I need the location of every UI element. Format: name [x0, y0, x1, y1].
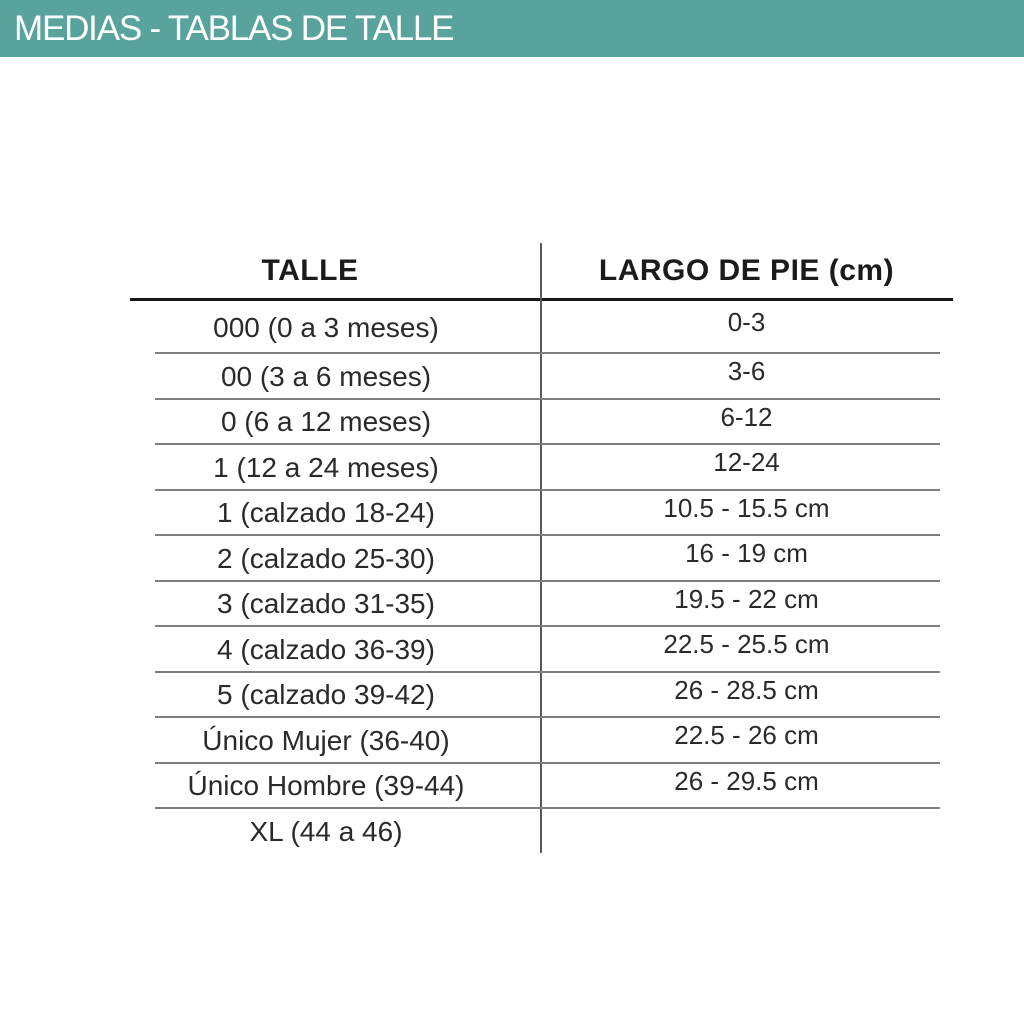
- length-cell: 10.5 - 15.5 cm: [663, 492, 830, 523]
- column-header-talle: TALLE: [261, 254, 359, 287]
- table-row: Único Hombre (39-44) 26 - 29.5 cm: [130, 764, 953, 809]
- row-divider: [155, 716, 940, 718]
- table-row: 1 (12 a 24 meses) 12-24: [130, 445, 953, 491]
- size-cell: 1 (calzado 18-24): [217, 497, 435, 529]
- table-rows: 000 (0 a 3 meses) 0-3 00 (3 a 6 meses) 3…: [130, 301, 953, 855]
- size-cell: 2 (calzado 25-30): [217, 542, 435, 574]
- table-row: 3 (calzado 31-35) 19.5 - 22 cm: [130, 582, 953, 627]
- row-divider: [155, 534, 940, 536]
- size-cell: 00 (3 a 6 meses): [220, 360, 432, 392]
- length-cell: 26 - 28.5 cm: [674, 674, 819, 705]
- length-cell: [540, 804, 953, 850]
- row-divider: [155, 352, 940, 354]
- table-row: 5 (calzado 39-42) 26 - 28.5 cm: [130, 673, 953, 718]
- length-cell: 22.5 - 26 cm: [674, 720, 819, 751]
- length-cell: 3-6: [727, 356, 766, 387]
- row-divider: [155, 625, 940, 627]
- page-title: MEDIAS - TABLAS DE TALLE: [14, 8, 455, 48]
- table-row: 0 (6 a 12 meses) 6-12: [130, 400, 953, 445]
- length-cell: 0-3: [727, 307, 766, 337]
- size-cell: Único Hombre (39-44): [187, 770, 465, 802]
- column-divider: [540, 243, 542, 853]
- table-row: 2 (calzado 25-30) 16 - 19 cm: [130, 536, 953, 582]
- size-cell: Único Mujer (36-40): [202, 724, 450, 756]
- row-divider: [155, 579, 940, 582]
- length-cell: 16 - 19 cm: [685, 538, 808, 569]
- length-cell: 26 - 29.5 cm: [674, 765, 819, 796]
- header-bar: MEDIAS - TABLAS DE TALLE: [0, 0, 1024, 57]
- row-divider: [155, 761, 940, 764]
- row-divider: [155, 397, 940, 400]
- size-cell: XL (44 a 46): [249, 815, 403, 847]
- size-cell: 0 (6 a 12 meses): [220, 406, 432, 438]
- table-row: Único Mujer (36-40) 22.5 - 26 cm: [130, 718, 953, 764]
- row-divider: [155, 488, 940, 491]
- size-cell: 000 (0 a 3 meses): [213, 311, 439, 343]
- size-cell: 3 (calzado 31-35): [217, 588, 435, 620]
- column-header-largo: LARGO DE PIE (cm): [598, 254, 895, 287]
- table-row: 1 (calzado 18-24) 10.5 - 15.5 cm: [130, 491, 953, 536]
- length-cell: 22.5 - 25.5 cm: [663, 629, 830, 660]
- table-row: 00 (3 a 6 meses) 3-6: [130, 354, 953, 400]
- row-divider: [155, 807, 940, 809]
- table-row: XL (44 a 46): [130, 809, 953, 855]
- table-row: 4 (calzado 36-39) 22.5 - 25.5 cm: [130, 627, 953, 673]
- row-divider: [155, 443, 940, 445]
- length-cell: 19.5 - 22 cm: [674, 583, 819, 614]
- length-cell: 12-24: [713, 447, 780, 478]
- size-cell: 5 (calzado 39-42): [217, 679, 435, 711]
- table-row: 000 (0 a 3 meses) 0-3: [130, 301, 953, 354]
- size-cell: 1 (12 a 24 meses): [213, 451, 439, 483]
- row-divider: [155, 670, 940, 673]
- length-cell: 6-12: [720, 401, 773, 432]
- size-cell: 4 (calzado 36-39): [217, 633, 435, 665]
